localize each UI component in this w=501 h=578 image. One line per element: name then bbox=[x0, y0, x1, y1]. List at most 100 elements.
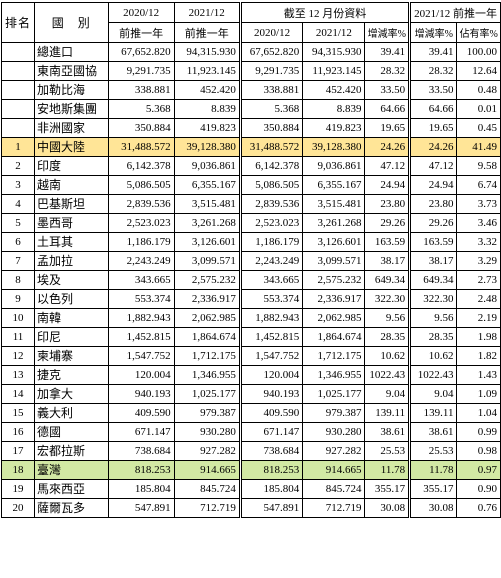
growth-rate: 38.17 bbox=[364, 251, 411, 271]
header-2021: 2021/12 bbox=[173, 2, 241, 23]
growth-rate: 47.12 bbox=[364, 156, 411, 176]
rank-cell: 18 bbox=[0, 460, 36, 480]
country-name-cell: 非洲國家 bbox=[34, 118, 109, 138]
growth-rate: 10.62 bbox=[364, 346, 411, 366]
growth-rate-pre-year: 1022.43 bbox=[408, 365, 458, 385]
share-percent: 3.73 bbox=[456, 194, 501, 214]
value-2021-dec: 979.387 bbox=[302, 403, 366, 423]
value-2021-pre-year: 3,126.601 bbox=[173, 232, 241, 252]
share-percent: 0.90 bbox=[456, 479, 501, 499]
header-col-2020: 2020/12 bbox=[238, 22, 304, 43]
rank-cell: 16 bbox=[0, 422, 36, 442]
header-country: 國 別 bbox=[34, 2, 109, 43]
value-2020-pre-year: 9,291.735 bbox=[107, 61, 175, 81]
value-2021-pre-year: 3,099.571 bbox=[173, 251, 241, 271]
header-december-group: 截至 12 月份資料 bbox=[238, 2, 411, 23]
table-row: 16 德國 671.147 930.280 671.147 930.280 38.61 38.… bbox=[0, 422, 501, 442]
country-name-cell: 加拿大 bbox=[34, 384, 109, 404]
growth-rate-pre-year: 9.04 bbox=[408, 384, 458, 404]
growth-rate: 33.50 bbox=[364, 80, 411, 100]
value-2021-pre-year: 1,864.674 bbox=[173, 327, 241, 347]
growth-rate: 29.26 bbox=[364, 213, 411, 233]
value-2020-dec: 9,291.735 bbox=[238, 61, 304, 81]
header-pre-year-2020: 前推一年 bbox=[107, 22, 175, 43]
value-2020-dec: 738.684 bbox=[238, 441, 304, 461]
value-2020-pre-year: 2,243.249 bbox=[107, 251, 175, 271]
value-2020-dec: 553.374 bbox=[238, 289, 304, 309]
growth-rate: 28.32 bbox=[364, 61, 411, 81]
share-percent: 0.97 bbox=[456, 460, 501, 480]
growth-rate-pre-year: 24.26 bbox=[408, 137, 458, 157]
growth-rate: 64.66 bbox=[364, 99, 411, 119]
growth-rate-pre-year: 33.50 bbox=[408, 80, 458, 100]
share-percent: 2.73 bbox=[456, 270, 501, 290]
growth-rate-pre-year: 29.26 bbox=[408, 213, 458, 233]
table-row: 11 印尼 1,452.815 1,864.674 1,452.815 1,864.674… bbox=[0, 327, 501, 347]
value-2021-dec: 1,864.674 bbox=[302, 327, 366, 347]
country-name-cell: 加勒比海 bbox=[34, 80, 109, 100]
value-2020-dec: 409.590 bbox=[238, 403, 304, 423]
share-percent: 0.99 bbox=[456, 422, 501, 442]
share-percent: 41.49 bbox=[456, 137, 501, 157]
header-growth-2: 增減率% bbox=[408, 22, 458, 43]
country-name-cell: 印度 bbox=[34, 156, 109, 176]
value-2020-dec: 5,086.505 bbox=[238, 175, 304, 195]
country-name-cell: 臺灣 bbox=[34, 460, 109, 480]
country-name-cell: 東南亞國協 bbox=[34, 61, 109, 81]
country-name-cell: 宏都拉斯 bbox=[34, 441, 109, 461]
growth-rate-pre-year: 11.78 bbox=[408, 460, 458, 480]
value-2021-dec: 927.282 bbox=[302, 441, 366, 461]
growth-rate-pre-year: 24.94 bbox=[408, 175, 458, 195]
value-2021-dec: 9,036.861 bbox=[302, 156, 366, 176]
rank-cell: 10 bbox=[0, 308, 36, 328]
header-pre-year-2021: 前推一年 bbox=[173, 22, 241, 43]
table-row: 1 中國大陸 31,488.572 39,128.380 31,488.572 39,12… bbox=[0, 137, 501, 157]
country-name-cell: 墨西哥 bbox=[34, 213, 109, 233]
rank-cell bbox=[0, 80, 36, 100]
value-2021-dec: 3,515.481 bbox=[302, 194, 366, 214]
share-percent: 0.98 bbox=[456, 441, 501, 461]
value-2021-dec: 6,355.167 bbox=[302, 175, 366, 195]
growth-rate-pre-year: 10.62 bbox=[408, 346, 458, 366]
growth-rate-pre-year: 30.08 bbox=[408, 498, 458, 518]
share-percent: 1.98 bbox=[456, 327, 501, 347]
table-row: 總進口 67,652.820 94,315.930 67,652.820 94,315.… bbox=[0, 42, 501, 62]
value-2020-pre-year: 1,186.179 bbox=[107, 232, 175, 252]
growth-rate: 322.30 bbox=[364, 289, 411, 309]
growth-rate: 19.65 bbox=[364, 118, 411, 138]
table-row: 7 孟加拉 2,243.249 3,099.571 2,243.249 3,099.571… bbox=[0, 251, 501, 271]
table-row: 15 義大利 409.590 979.387 409.590 979.387 139.11 1… bbox=[0, 403, 501, 423]
value-2021-pre-year: 6,355.167 bbox=[173, 175, 241, 195]
value-2021-pre-year: 2,575.232 bbox=[173, 270, 241, 290]
value-2021-dec: 914.665 bbox=[302, 460, 366, 480]
growth-rate: 23.80 bbox=[364, 194, 411, 214]
share-percent: 2.48 bbox=[456, 289, 501, 309]
value-2020-dec: 547.891 bbox=[238, 498, 304, 518]
value-2020-dec: 338.881 bbox=[238, 80, 304, 100]
value-2020-pre-year: 2,523.023 bbox=[107, 213, 175, 233]
value-2020-pre-year: 6,142.378 bbox=[107, 156, 175, 176]
value-2020-pre-year: 120.004 bbox=[107, 365, 175, 385]
rank-cell: 13 bbox=[0, 365, 36, 385]
rank-cell: 12 bbox=[0, 346, 36, 366]
country-name-cell: 埃及 bbox=[34, 270, 109, 290]
value-2020-pre-year: 5,086.505 bbox=[107, 175, 175, 195]
table-row: 加勒比海 338.881 452.420 338.881 452.420 33.50 33.… bbox=[0, 80, 501, 100]
value-2021-pre-year: 930.280 bbox=[173, 422, 241, 442]
value-2021-dec: 2,062.985 bbox=[302, 308, 366, 328]
rank-cell: 14 bbox=[0, 384, 36, 404]
value-2020-dec: 2,523.023 bbox=[238, 213, 304, 233]
value-2020-pre-year: 2,839.536 bbox=[107, 194, 175, 214]
value-2021-pre-year: 3,515.481 bbox=[173, 194, 241, 214]
value-2020-pre-year: 1,547.752 bbox=[107, 346, 175, 366]
value-2020-pre-year: 67,652.820 bbox=[107, 42, 175, 62]
table-header: 排名 國 別 2020/12 2021/12 截至 12 月份資料 2021/1… bbox=[0, 2, 501, 43]
header-growth: 增減率% bbox=[364, 22, 411, 43]
value-2021-dec: 845.724 bbox=[302, 479, 366, 499]
share-percent: 1.43 bbox=[456, 365, 501, 385]
share-percent: 2.19 bbox=[456, 308, 501, 328]
growth-rate: 39.41 bbox=[364, 42, 411, 62]
value-2021-pre-year: 712.719 bbox=[173, 498, 241, 518]
value-2021-dec: 1,712.175 bbox=[302, 346, 366, 366]
growth-rate: 25.53 bbox=[364, 441, 411, 461]
